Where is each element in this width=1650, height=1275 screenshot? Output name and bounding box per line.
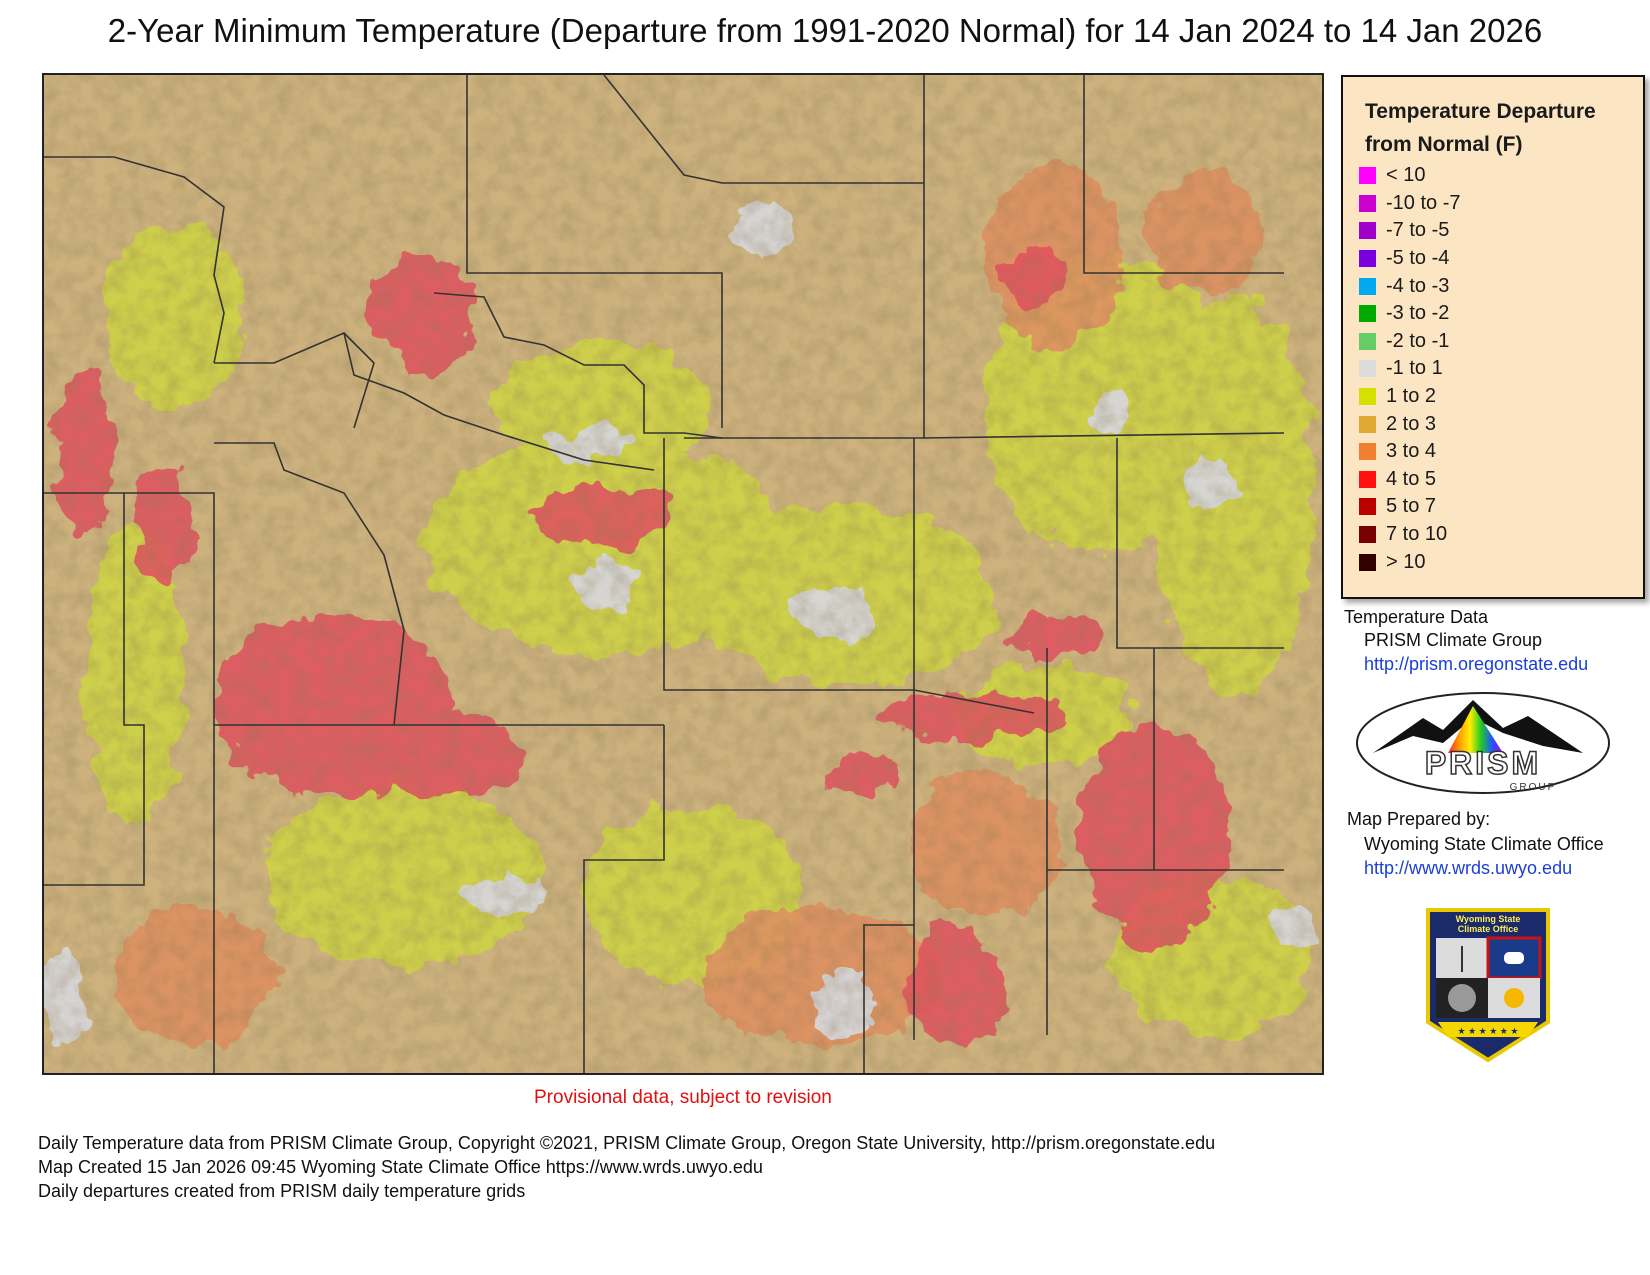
legend-item: 3 to 4	[1359, 438, 1460, 466]
county-line-5	[433, 292, 723, 439]
county-boundaries	[44, 75, 1285, 1073]
county-line-11	[663, 438, 1035, 714]
wsco-stars-icon: ★ ★ ★ ★ ★ ★	[1458, 1026, 1519, 1036]
map-canvas	[44, 75, 1322, 1073]
prism-logo-text: PRISM	[1425, 745, 1541, 781]
legend-item: -5 to -4	[1359, 245, 1460, 273]
wsco-logo-line2: Climate Office	[1458, 924, 1519, 934]
county-line-10	[1116, 438, 1284, 649]
temperature-data-label: Temperature Data	[1344, 607, 1489, 627]
legend-swatch	[1359, 222, 1376, 240]
legend-swatch	[1359, 194, 1376, 212]
legend-label: 3 to 4	[1386, 440, 1437, 463]
temperature-departure-map	[42, 73, 1324, 1075]
legend-label: 2 to 3	[1386, 412, 1437, 435]
legend-label: 4 to 5	[1386, 467, 1437, 490]
wyoming-state-climate-office-logo: Wyoming State Climate Office ★ ★ ★ ★ ★ ★	[1418, 902, 1558, 1067]
legend-swatch	[1359, 250, 1376, 268]
county-line-23	[343, 332, 655, 471]
legend-item: -2 to -1	[1359, 328, 1460, 356]
legend-item: 7 to 10	[1359, 521, 1460, 549]
legend-label: > 10	[1386, 550, 1426, 573]
legend-label: -3 to -2	[1386, 302, 1450, 325]
legend-label: -2 to -1	[1386, 329, 1450, 352]
county-line-21	[863, 924, 914, 1073]
legend-label: -4 to -3	[1386, 274, 1450, 297]
legend-swatch	[1359, 498, 1376, 516]
moon-icon	[1448, 984, 1476, 1012]
legend-swatch	[1359, 526, 1376, 544]
legend-swatch	[1359, 553, 1376, 571]
prism-logo: PRISM GROUP	[1353, 688, 1613, 803]
legend-item: 4 to 5	[1359, 466, 1460, 494]
legend-swatch	[1359, 167, 1376, 185]
legend-item: -1 to 1	[1359, 355, 1460, 383]
legend-label: 5 to 7	[1386, 495, 1437, 518]
legend-item: 2 to 3	[1359, 410, 1460, 438]
legend-item: > 10	[1359, 548, 1460, 576]
prepared-by-org: Wyoming State Climate Office	[1364, 834, 1604, 854]
bison-icon	[1504, 952, 1524, 964]
legend-label: -7 to -5	[1386, 219, 1450, 242]
legend-swatch	[1359, 360, 1376, 378]
legend-swatch	[1359, 305, 1376, 323]
prism-logo-group: GROUP	[1510, 782, 1557, 793]
wrds-link[interactable]: http://www.wrds.uwyo.edu	[1364, 858, 1573, 878]
footer-line-1: Daily Temperature data from PRISM Climat…	[38, 1133, 1216, 1153]
legend-swatch	[1359, 443, 1376, 461]
wsco-logo-line1: Wyoming State	[1456, 914, 1521, 924]
legend-title-line2: from Normal (F)	[1365, 133, 1523, 156]
legend-box: Temperature Departure from Normal (F) < …	[1341, 75, 1645, 599]
legend-swatch	[1359, 470, 1376, 488]
temperature-data-source: PRISM Climate Group	[1364, 630, 1543, 650]
legend-swatch	[1359, 415, 1376, 433]
legend-item: -10 to -7	[1359, 190, 1460, 218]
legend-label: -5 to -4	[1386, 247, 1450, 270]
prism-rainbow-icon	[1448, 706, 1503, 753]
county-line-3	[466, 75, 512, 274]
legend-swatch	[1359, 332, 1376, 350]
legend-item: -7 to -5	[1359, 217, 1460, 245]
legend-swatch	[1359, 277, 1376, 295]
legend-item: < 10	[1359, 162, 1460, 190]
county-line-4	[512, 272, 723, 428]
footer-line-3: Daily departures created from PRISM dail…	[38, 1181, 526, 1201]
provisional-notice: Provisional data, subject to revision	[534, 1087, 832, 1108]
county-line-15	[214, 442, 405, 726]
legend-title-line1: Temperature Departure	[1365, 100, 1596, 123]
legend-label: 7 to 10	[1386, 523, 1448, 546]
footer-line-2: Map Created 15 Jan 2026 09:45 Wyoming St…	[38, 1157, 763, 1177]
sun-icon	[1504, 988, 1524, 1008]
legend-label: -10 to -7	[1386, 191, 1461, 214]
county-line-20	[583, 725, 665, 1073]
wsco-banner	[1438, 1022, 1538, 1037]
legend-item: 5 to 7	[1359, 493, 1460, 521]
legend-title: Temperature Departure from Normal (F)	[1365, 95, 1635, 161]
legend-label: < 10	[1386, 164, 1426, 187]
hillshade-overlay	[44, 75, 1322, 1073]
legend-label: 1 to 2	[1386, 385, 1437, 408]
legend-item: -3 to -2	[1359, 300, 1460, 328]
prism-link[interactable]: http://prism.oregonstate.edu	[1364, 654, 1589, 674]
map-title: 2-Year Minimum Temperature (Departure fr…	[107, 12, 1543, 49]
prism-mountain-icon	[1373, 700, 1583, 753]
county-line-6	[603, 75, 924, 184]
county-line-9	[684, 432, 1285, 439]
county-line-8	[1083, 75, 1284, 274]
county-line-1	[44, 156, 225, 364]
legend-label: -1 to 1	[1386, 357, 1443, 380]
legend-item: -4 to -3	[1359, 272, 1460, 300]
legend-swatch	[1359, 388, 1376, 406]
legend-items: < 10 -10 to -7 -7 to -5 -5 to -4 -4 to -3 -3 …	[1359, 162, 1460, 576]
legend-item: 1 to 2	[1359, 383, 1460, 411]
prepared-by-label: Map Prepared by:	[1347, 809, 1491, 829]
county-line-18	[44, 493, 145, 886]
